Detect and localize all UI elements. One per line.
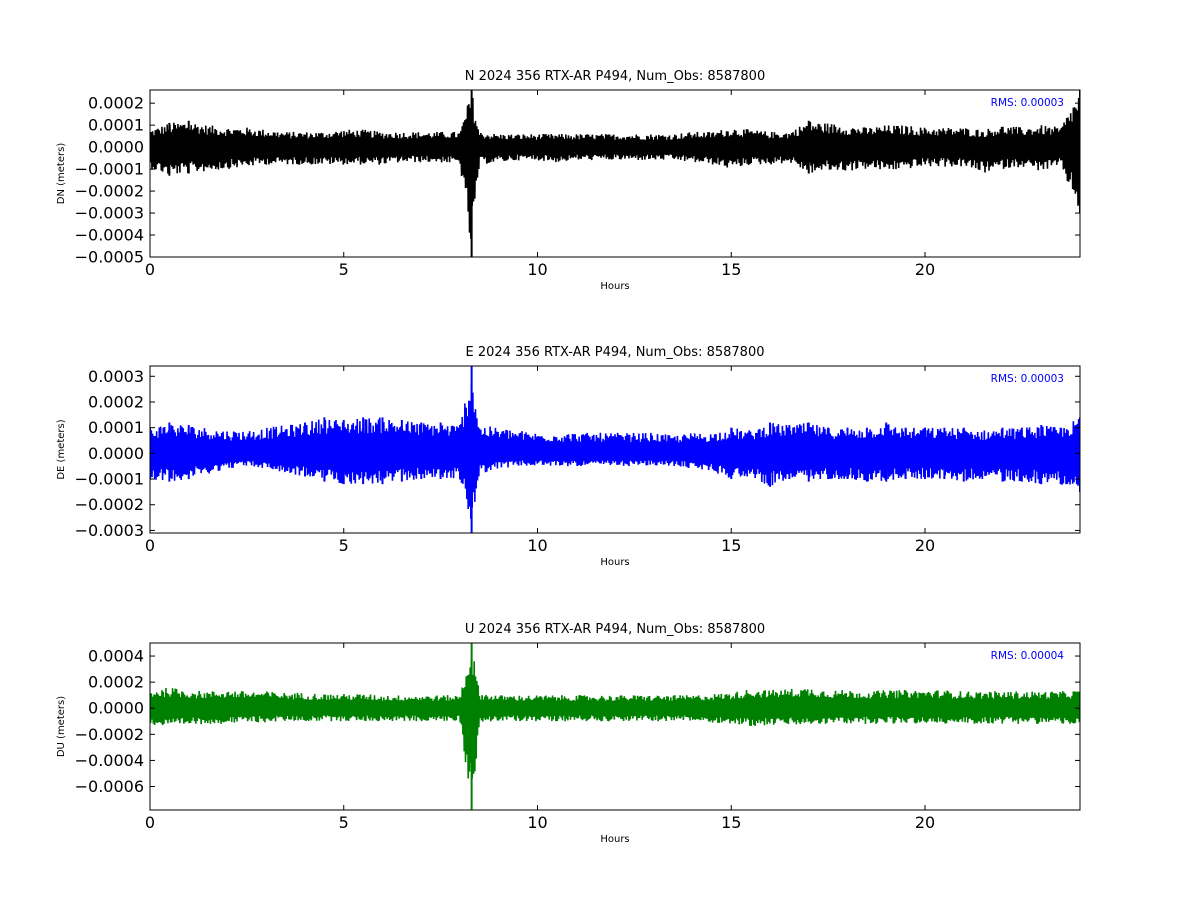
panel-north-ytick-label: −0.0001 [75,160,144,179]
panel-north-ytick-label: −0.0002 [75,182,144,201]
panel-east-title: E 2024 356 RTX-AR P494, Num_Obs: 8587800 [466,345,765,360]
panel-east: E 2024 356 RTX-AR P494, Num_Obs: 8587800… [56,345,1081,568]
panel-east-ylabel: DE (meters) [56,419,67,479]
panel-up-xtick-label: 10 [527,813,547,832]
panel-up-xtick-label: 5 [339,813,349,832]
panel-north: N 2024 356 RTX-AR P494, Num_Obs: 8587800… [56,69,1081,292]
panel-east-ytick-label: 0.0002 [88,392,144,411]
panel-up-title: U 2024 356 RTX-AR P494, Num_Obs: 8587800 [465,622,765,637]
panel-north-ytick-label: 0.0002 [88,94,144,113]
panel-up-ytick-label: 0.0000 [88,699,144,718]
panel-north-ytick-label: −0.0004 [75,226,144,245]
panel-east-rms: RMS: 0.00003 [991,373,1064,385]
panel-north-xtick-label: 0 [145,260,155,279]
panel-up-trace [150,660,1080,779]
panel-up-xtick-label: 0 [145,813,155,832]
panel-up-ylabel: DU (meters) [56,696,67,757]
panel-north-ytick-label: 0.0000 [88,138,144,157]
panel-east-xtick-label: 0 [145,536,155,555]
panel-up-ytick-label: 0.0004 [88,647,144,666]
panel-up-ytick-label: −0.0002 [75,725,144,744]
panel-east-xtick-label: 10 [527,536,547,555]
panel-east-ytick-label: −0.0002 [75,495,144,514]
panel-up: U 2024 356 RTX-AR P494, Num_Obs: 8587800… [56,622,1081,845]
panel-north-title: N 2024 356 RTX-AR P494, Num_Obs: 8587800 [465,69,765,84]
panel-north-ytick-label: −0.0003 [75,204,144,223]
panel-north-xlabel: Hours [600,281,629,292]
panel-up-xtick-label: 15 [721,813,741,832]
panel-east-ytick-label: −0.0001 [75,470,144,489]
panel-north-ytick-label: −0.0005 [75,248,144,267]
panel-north-rms: RMS: 0.00003 [991,97,1064,109]
panel-east-xlabel: Hours [600,557,629,568]
panel-east-ytick-label: 0.0001 [88,418,144,437]
panel-east-xtick-label: 20 [915,536,935,555]
panel-north-trace [150,95,1080,239]
panel-up-ytick-label: 0.0002 [88,673,144,692]
panel-up-ytick-label: −0.0004 [75,751,144,770]
panel-east-ytick-label: 0.0000 [88,444,144,463]
panel-up-xlabel: Hours [600,834,629,845]
panel-up-rms: RMS: 0.00004 [991,650,1065,662]
panel-north-xtick-label: 15 [721,260,741,279]
panel-north-frame [149,89,1081,258]
panel-east-frame [149,365,1081,534]
panel-up-frame [149,642,1081,811]
panel-north-xtick-label: 5 [339,260,349,279]
panel-up-xtick-label: 20 [915,813,935,832]
panel-north-ylabel: DN (meters) [56,143,67,205]
panel-east-xtick-label: 5 [339,536,349,555]
panel-north-xtick-label: 20 [915,260,935,279]
panel-east-ytick-label: 0.0003 [88,367,144,386]
panel-east-xtick-label: 15 [721,536,741,555]
panel-east-ytick-label: −0.0003 [75,521,144,540]
panel-north-xtick-label: 10 [527,260,547,279]
panel-up-ytick-label: −0.0006 [75,777,144,796]
panel-north-ytick-label: 0.0001 [88,116,144,135]
